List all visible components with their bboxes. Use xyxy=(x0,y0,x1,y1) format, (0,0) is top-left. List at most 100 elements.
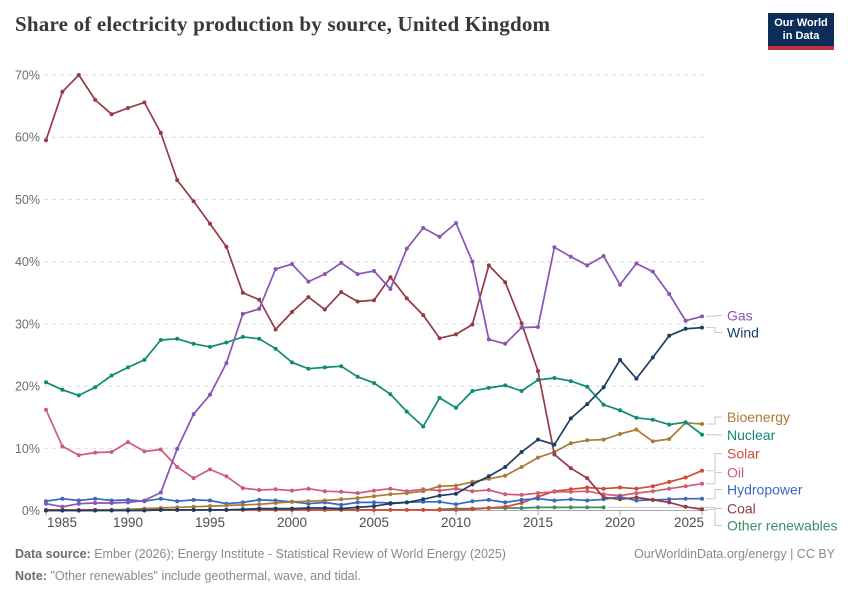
data-point-coal xyxy=(650,497,655,502)
data-point-coal xyxy=(372,298,376,303)
data-point-oil xyxy=(585,489,590,494)
data-point-oil xyxy=(683,484,688,489)
data-point-nuclear xyxy=(76,393,81,398)
data-point-wind xyxy=(290,506,294,511)
data-point-wind xyxy=(388,501,393,506)
data-point-nuclear xyxy=(44,380,48,385)
data-point-coal xyxy=(486,263,491,268)
data-point-coal xyxy=(175,178,180,183)
footer-license-link[interactable]: OurWorldinData.org/energy | CC BY xyxy=(633,547,835,561)
label-connector-other-renewables xyxy=(607,506,722,526)
data-point-gas xyxy=(503,341,508,346)
data-point-oil xyxy=(650,489,655,494)
data-point-coal xyxy=(503,280,508,285)
data-point-oil xyxy=(486,488,491,492)
data-point-nuclear xyxy=(552,376,557,380)
series-label-solar[interactable]: Solar xyxy=(727,446,760,462)
series-label-bioenergy[interactable]: Bioenergy xyxy=(727,409,790,425)
data-point-hydropower xyxy=(667,497,672,502)
data-point-hydropower xyxy=(519,497,524,502)
data-point-nuclear xyxy=(191,341,196,346)
data-point-gas xyxy=(257,306,262,311)
data-point-gas xyxy=(486,337,491,342)
data-point-coal xyxy=(60,89,65,94)
data-point-other-renewables xyxy=(536,505,540,510)
data-point-hydropower xyxy=(76,498,81,503)
data-point-bioenergy xyxy=(257,502,262,507)
data-point-hydropower xyxy=(355,500,360,505)
data-source-text[interactable]: Ember (2026); Energy Institute - Statist… xyxy=(94,547,506,561)
owid-logo[interactable]: Our World in Data xyxy=(768,13,834,50)
data-point-bioenergy xyxy=(585,438,590,443)
data-point-wind xyxy=(224,507,229,512)
data-point-gas xyxy=(142,498,147,503)
data-point-coal xyxy=(634,495,639,500)
data-point-coal xyxy=(519,321,524,326)
data-point-oil xyxy=(208,467,212,472)
data-point-bioenergy xyxy=(650,439,655,444)
y-axis-tick-label: 70% xyxy=(15,69,40,83)
data-point-wind xyxy=(158,507,163,512)
data-point-solar xyxy=(421,507,426,512)
page-title: Share of electricity production by sourc… xyxy=(15,12,551,36)
series-label-gas[interactable]: Gas xyxy=(727,308,753,324)
x-axis-tick-label: 1985 xyxy=(47,515,77,530)
series-label-oil[interactable]: Oil xyxy=(727,465,744,481)
data-point-bioenergy xyxy=(322,498,327,503)
series-label-wind[interactable]: Wind xyxy=(727,325,759,341)
data-point-bioenergy xyxy=(667,437,672,441)
data-point-gas xyxy=(158,490,163,495)
data-point-nuclear xyxy=(322,365,327,370)
series-label-coal[interactable]: Coal xyxy=(727,501,756,517)
data-point-other-renewables xyxy=(585,505,590,510)
x-axis-tick-label: 1990 xyxy=(113,515,143,530)
series-line-coal[interactable] xyxy=(45,74,703,511)
data-point-gas xyxy=(76,501,81,506)
series-line-wind[interactable] xyxy=(46,326,703,512)
data-point-hydropower xyxy=(257,497,262,502)
data-point-gas xyxy=(109,501,114,505)
data-point-oil xyxy=(191,476,196,481)
data-point-wind xyxy=(142,508,147,513)
data-point-nuclear xyxy=(224,340,229,345)
data-point-gas xyxy=(44,501,48,506)
series-line-gas[interactable] xyxy=(45,222,703,508)
y-axis-tick-label: 30% xyxy=(15,317,40,331)
data-point-wind xyxy=(355,505,360,510)
data-point-coal xyxy=(536,369,540,374)
x-axis-tick-label: 1995 xyxy=(195,515,225,530)
data-point-other-renewables xyxy=(519,506,524,510)
data-point-bioenergy xyxy=(421,489,426,494)
data-point-oil xyxy=(536,491,540,496)
data-point-wind xyxy=(470,482,475,487)
data-point-bioenergy xyxy=(437,484,442,489)
data-point-wind xyxy=(404,500,409,505)
series-label-other-renewables[interactable]: Other renewables xyxy=(727,518,838,534)
data-point-bioenergy xyxy=(290,499,294,504)
data-point-wind xyxy=(503,465,508,469)
data-point-oil xyxy=(454,486,458,491)
data-point-oil xyxy=(44,407,48,412)
data-point-gas xyxy=(208,392,212,397)
data-point-gas xyxy=(224,361,229,366)
data-point-solar xyxy=(486,506,491,510)
data-point-gas xyxy=(552,245,557,250)
data-point-coal xyxy=(322,307,327,312)
data-point-nuclear xyxy=(175,336,180,341)
data-point-oil xyxy=(142,449,147,454)
data-point-hydropower xyxy=(470,499,475,504)
data-point-gas xyxy=(683,318,688,323)
footer-data-source: Data source: Ember (2026); Energy Instit… xyxy=(15,547,506,561)
data-point-nuclear xyxy=(257,336,262,341)
data-point-solar xyxy=(470,507,475,512)
series-label-nuclear[interactable]: Nuclear xyxy=(727,427,776,443)
data-point-wind xyxy=(536,437,540,442)
data-point-hydropower xyxy=(93,496,98,501)
data-point-bioenergy xyxy=(519,465,524,469)
data-point-bioenergy xyxy=(618,432,622,436)
data-point-hydropower xyxy=(683,496,688,501)
data-point-coal xyxy=(339,290,344,295)
series-label-hydropower[interactable]: Hydropower xyxy=(727,482,803,498)
data-point-nuclear xyxy=(158,338,163,342)
data-point-coal xyxy=(76,73,81,77)
